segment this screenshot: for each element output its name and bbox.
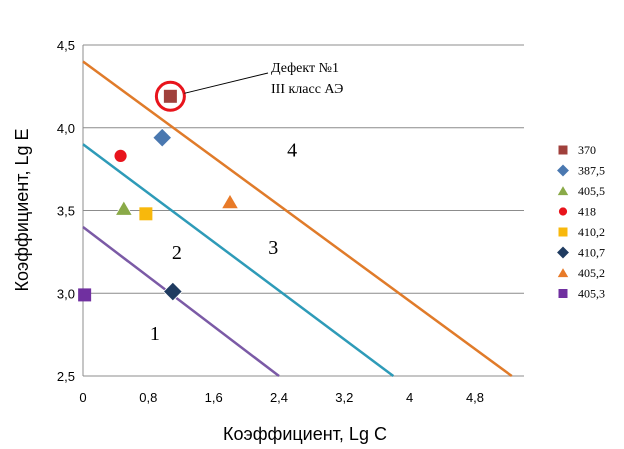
region-label: 3 (268, 237, 278, 259)
y-tick-label: 2,5 (57, 369, 75, 384)
legend-marker (558, 227, 568, 237)
tick-labels: 2,5 3,0 3,5 4,0 4,5 0 0,8 1,6 2,4 3,2 4 4,8 (57, 38, 484, 405)
x-tick-label: 1,6 (205, 390, 223, 405)
legend-marker (558, 206, 568, 217)
y-tick-label: 4,0 (57, 121, 75, 136)
region-label: 4 (287, 139, 297, 161)
data-point (152, 127, 173, 148)
legend-marker (556, 266, 570, 278)
y-tick-label: 4,5 (57, 38, 75, 53)
legend-entry: 410,2 (578, 225, 605, 239)
data-point (113, 148, 128, 163)
data-points (78, 89, 240, 302)
annotation-leader-line (184, 72, 269, 94)
data-point (162, 281, 183, 302)
region-label: 2 (172, 242, 182, 264)
legend-entry: 405,5 (578, 184, 605, 198)
x-tick-label: 0,8 (139, 390, 157, 405)
data-point (78, 288, 92, 302)
boundary-line (82, 60, 513, 378)
x-axis-title: Коэффициент, Lg C (223, 424, 387, 444)
legend-marker (558, 145, 568, 155)
data-point (220, 193, 240, 210)
legend-entry: 405,2 (578, 266, 605, 280)
x-tick-label: 4 (406, 390, 413, 405)
x-tick-label: 2,4 (270, 390, 288, 405)
data-point (163, 89, 177, 103)
annotation: Дефект №1 III класс АЭ (154, 61, 343, 112)
legend-entry: 405,3 (578, 287, 605, 301)
legend-marker (556, 184, 570, 196)
x-tick-label: 4,8 (466, 390, 484, 405)
legend: 370 387,5 405,5 418 410,2 410,7 405,2 405,3 (555, 143, 605, 301)
x-tick-label: 3,2 (335, 390, 353, 405)
legend-entry: 387,5 (578, 164, 605, 178)
legend-entry: 410,7 (578, 246, 605, 260)
boundary-line (82, 143, 395, 378)
legend-entry: 418 (578, 205, 596, 219)
x-tick-label: 0 (79, 390, 86, 405)
highlight-circle (154, 80, 186, 112)
legend-marker (555, 245, 571, 260)
data-point (114, 199, 133, 216)
legend-marker (558, 289, 568, 298)
annotation-line-2: III класс АЭ (271, 82, 343, 97)
y-axis-title: Коэффициент, Lg E (12, 129, 32, 292)
y-tick-label: 3,5 (57, 204, 75, 219)
grid-lines (83, 44, 524, 377)
region-labels: 1 2 3 4 (150, 139, 297, 345)
region-label: 1 (150, 323, 160, 345)
data-point (139, 207, 153, 221)
boundary-line (82, 226, 280, 377)
legend-entry: 370 (578, 143, 596, 157)
annotation-line-1: Дефект №1 (271, 61, 339, 76)
legend-marker (555, 163, 571, 178)
boundary-lines (82, 60, 513, 378)
y-tick-label: 3,0 (57, 286, 75, 301)
